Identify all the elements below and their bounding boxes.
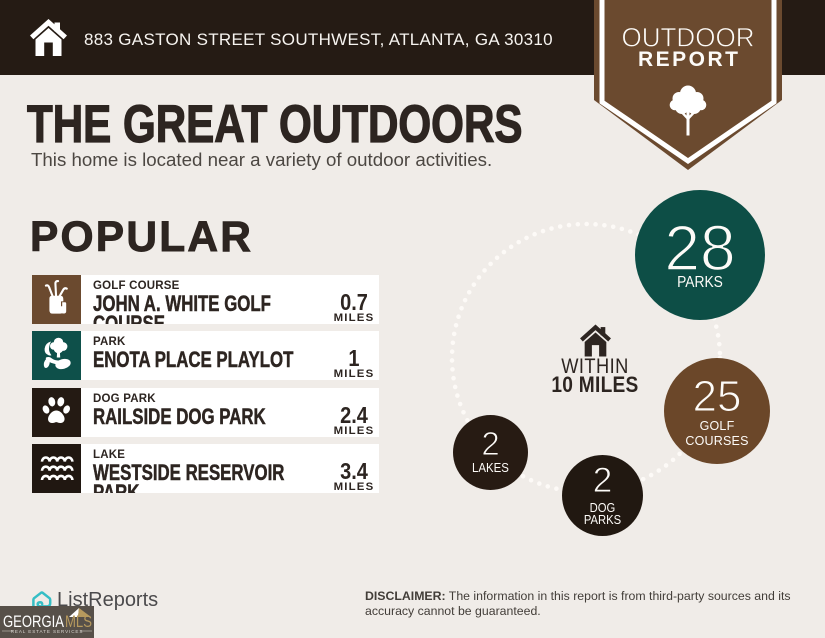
svg-text:REPORT: REPORT xyxy=(638,48,738,71)
svg-text:OUTDOOR: OUTDOOR xyxy=(622,23,755,53)
svg-text:MLS: MLS xyxy=(65,612,92,631)
svg-text:REAL ESTATE SERVICES: REAL ESTATE SERVICES xyxy=(11,629,84,634)
svg-text:GEORGIA: GEORGIA xyxy=(3,612,64,631)
